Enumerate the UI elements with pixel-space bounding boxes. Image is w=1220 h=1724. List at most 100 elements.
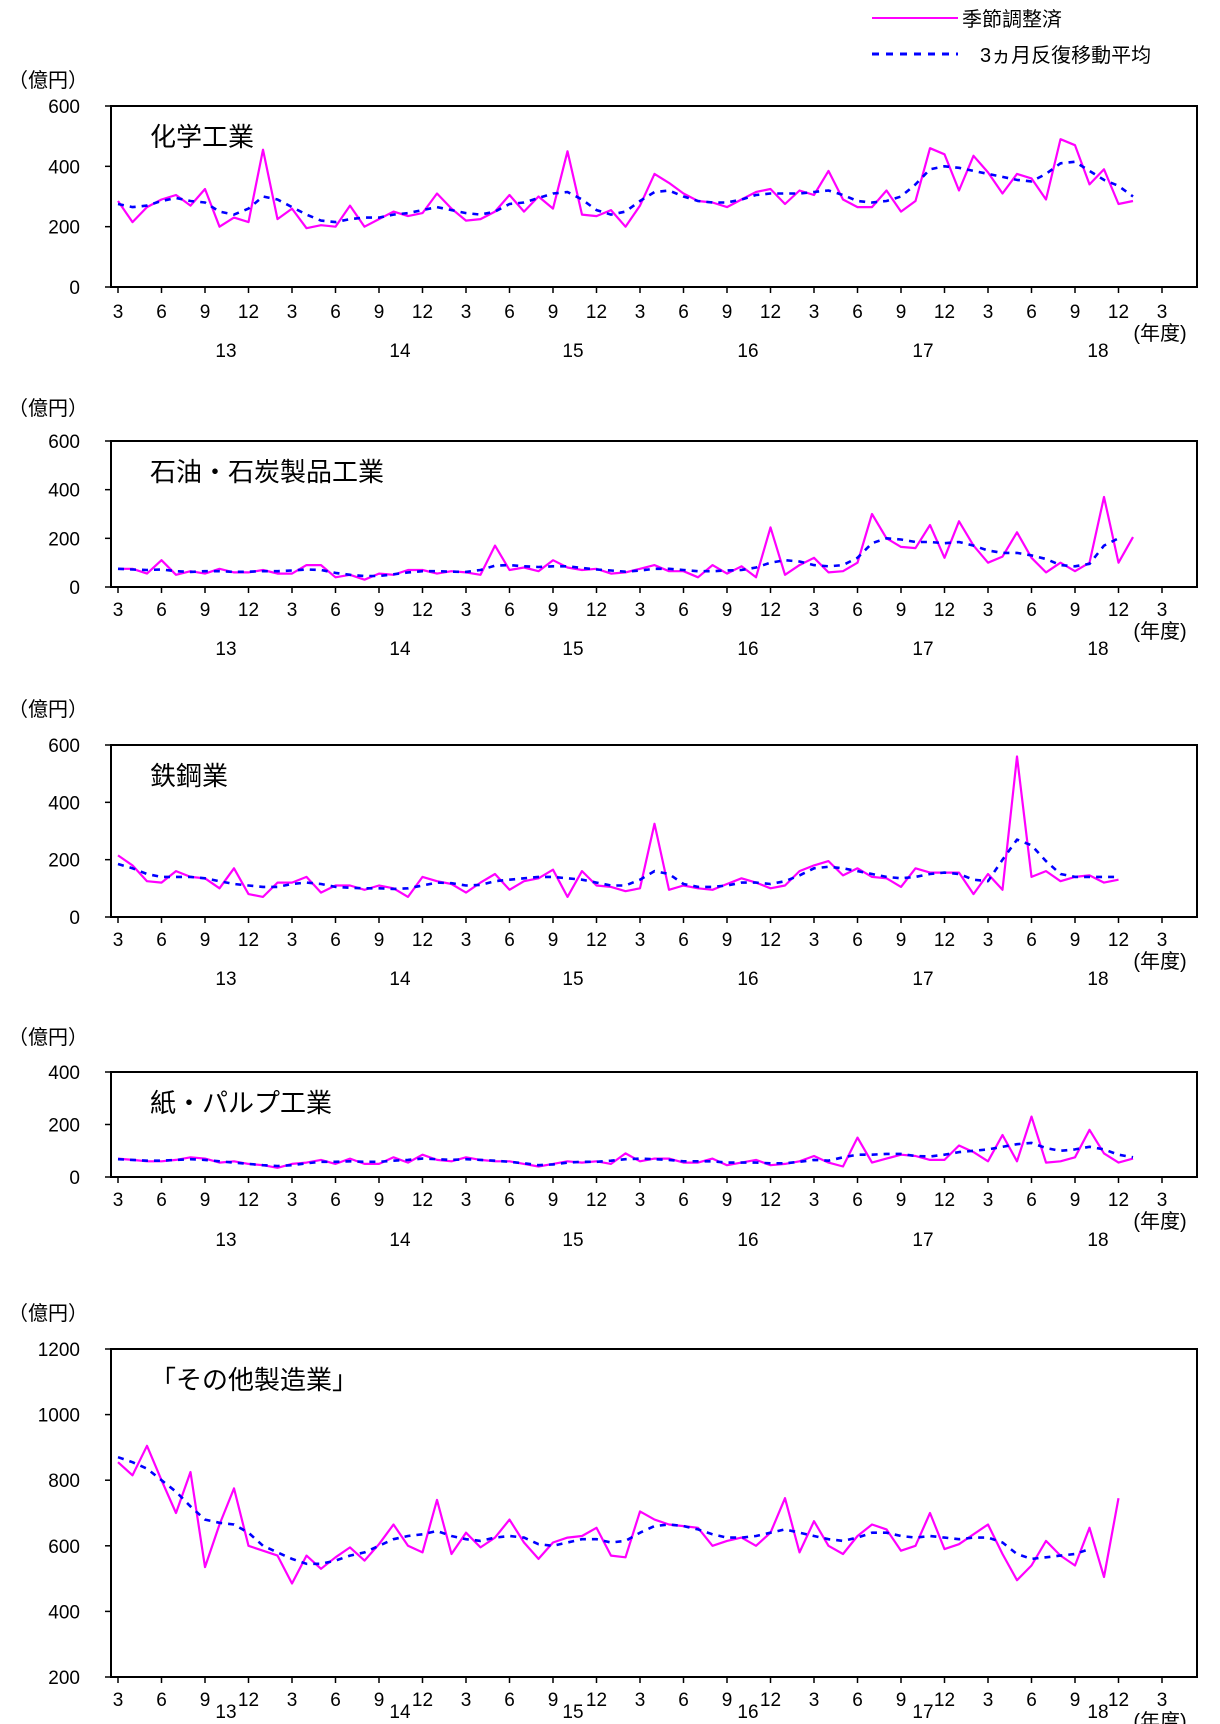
- series-line-moving-average: [117, 160, 1134, 224]
- x-tick-label: 12: [760, 930, 781, 951]
- x-tick-label: 3: [809, 930, 820, 951]
- x-tick-label: 12: [934, 1690, 955, 1711]
- x-tick-label: 12: [1108, 930, 1129, 951]
- x-year-label: 14: [389, 341, 411, 362]
- y-tick-label: 400: [48, 793, 80, 814]
- x-tick-label: 6: [852, 1690, 863, 1711]
- y-unit-label: （億円）: [8, 1302, 88, 1325]
- y-tick-label: 1200: [38, 1340, 80, 1361]
- x-year-label: 14: [389, 1230, 411, 1251]
- x-year-label: 18: [1087, 639, 1108, 660]
- x-tick-label: 9: [1070, 302, 1081, 323]
- plot-frame: [110, 105, 1198, 288]
- y-tick-label: 400: [48, 1063, 80, 1084]
- x-tick-label: 12: [586, 600, 607, 621]
- x-unit-label: (年度): [1133, 322, 1186, 345]
- x-tick-label: 12: [238, 600, 259, 621]
- series-line-seasonally-adjusted: [118, 495, 1134, 581]
- y-unit-label: （億円）: [8, 1026, 88, 1049]
- x-tick-label: 9: [1070, 1690, 1081, 1711]
- chart-panel-5: （億円） 200 400 600 800 1000 1200 3 6 9 12 3 6 9 12 3 6 9 12 3…: [8, 1302, 1198, 1724]
- x-tick-label: 6: [1026, 600, 1037, 621]
- x-tick-label: 6: [852, 1190, 863, 1211]
- x-tick-label: 9: [722, 302, 733, 323]
- x-tick-label: 6: [330, 930, 341, 951]
- x-tick-label: 9: [200, 600, 211, 621]
- x-tick-label: 12: [412, 930, 433, 951]
- y-tick-label: 600: [48, 432, 80, 453]
- x-tick-label: 9: [548, 930, 559, 951]
- x-year-label: 17: [912, 341, 933, 362]
- x-tick-label: 12: [760, 302, 781, 323]
- chart-panel-3: （億円） 0 200 400 600 3 6 9 12 3 6 9 12 3 6 9 12 3 6 9 12 3 6 9 12 3…: [8, 698, 1198, 990]
- x-tick-label: 6: [678, 930, 689, 951]
- x-tick-label: 3: [287, 1690, 298, 1711]
- x-tick-label: 6: [852, 600, 863, 621]
- x-tick-label: 6: [156, 600, 167, 621]
- x-tick-label: 3: [983, 600, 994, 621]
- x-year-label: 15: [562, 1230, 583, 1251]
- x-tick-label: 3: [1157, 302, 1168, 323]
- x-tick-label: 12: [760, 1190, 781, 1211]
- x-tick-label: 12: [238, 1190, 259, 1211]
- x-tick-label: 3: [809, 1690, 820, 1711]
- x-tick-label: 12: [1108, 302, 1129, 323]
- series-line-moving-average: [117, 1455, 1090, 1566]
- x-tick-label: 9: [722, 600, 733, 621]
- x-tick-label: 9: [896, 1190, 907, 1211]
- x-tick-label: 3: [287, 302, 298, 323]
- x-tick-label: 6: [156, 930, 167, 951]
- x-tick-label: 6: [852, 302, 863, 323]
- x-year-label: 14: [389, 639, 411, 660]
- x-tick-label: 6: [504, 1190, 515, 1211]
- x-tick-label: 12: [238, 1690, 259, 1711]
- x-year-label: 13: [215, 639, 236, 660]
- y-tick-label: 600: [48, 736, 80, 757]
- x-tick-label: 3: [461, 930, 472, 951]
- x-tick-label: 3: [983, 1690, 994, 1711]
- x-tick-label: 12: [934, 600, 955, 621]
- x-year-label: 16: [737, 1702, 758, 1723]
- chart-panel-1: （億円） 0 200 400 600 3 6 9 12 3 6 9 12 3 6 9 12 3 6 9 12 3 6 9 12 3…: [8, 69, 1198, 362]
- x-tick-label: 12: [1108, 1690, 1129, 1711]
- y-tick-label: 400: [48, 1602, 80, 1623]
- x-tick-label: 3: [809, 302, 820, 323]
- x-tick-label: 3: [635, 1190, 646, 1211]
- x-tick-label: 3: [983, 302, 994, 323]
- x-tick-label: 3: [461, 1690, 472, 1711]
- x-tick-label: 3: [461, 1190, 472, 1211]
- x-tick-label: 12: [760, 600, 781, 621]
- y-tick-label: 800: [48, 1471, 80, 1492]
- x-tick-label: 9: [548, 1690, 559, 1711]
- x-tick-label: 3: [983, 930, 994, 951]
- x-tick-label: 9: [374, 1190, 385, 1211]
- y-tick-label: 200: [48, 218, 80, 239]
- y-tick-label: 200: [48, 1116, 80, 1137]
- x-year-label: 17: [912, 1702, 933, 1723]
- chart-title: 「その他製造業」: [150, 1365, 358, 1395]
- x-year-label: 18: [1087, 1702, 1108, 1723]
- y-tick-label: 0: [69, 578, 80, 599]
- y-tick-label: 200: [48, 1668, 80, 1689]
- x-tick-label: 12: [412, 1190, 433, 1211]
- y-tick-label: 400: [48, 157, 80, 178]
- x-tick-label: 12: [1108, 1190, 1129, 1211]
- x-year-label: 15: [562, 639, 583, 660]
- x-unit-label: (年度): [1133, 1710, 1186, 1724]
- x-tick-label: 12: [934, 302, 955, 323]
- x-tick-label: 3: [635, 302, 646, 323]
- x-year-label: 16: [737, 341, 758, 362]
- x-tick-label: 6: [1026, 302, 1037, 323]
- series-line-moving-average: [117, 838, 1119, 891]
- legend: 季節調整済 3ヵ月反復移動平均: [872, 8, 1151, 67]
- x-tick-label: 3: [809, 600, 820, 621]
- x-tick-label: 12: [586, 302, 607, 323]
- x-tick-label: 3: [287, 600, 298, 621]
- x-tick-label: 9: [548, 600, 559, 621]
- x-tick-label: 9: [1070, 1190, 1081, 1211]
- x-year-label: 15: [562, 969, 583, 990]
- x-tick-label: 9: [896, 600, 907, 621]
- chart-title: 紙・パルプ工業: [150, 1088, 332, 1118]
- chart-title: 化学工業: [150, 122, 254, 152]
